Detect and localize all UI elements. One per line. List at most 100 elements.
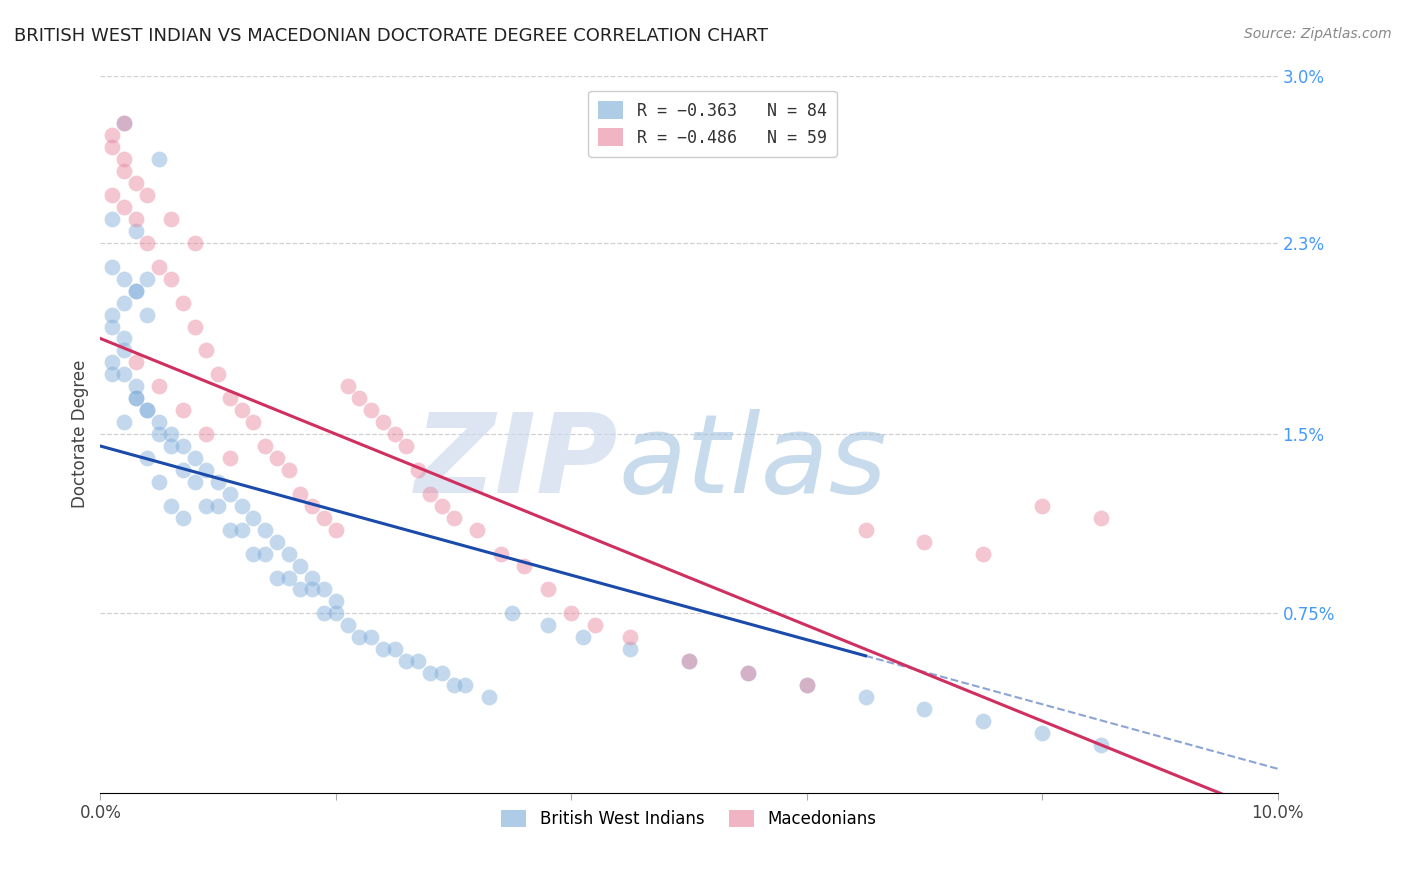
Point: [443, 678, 465, 692]
Point: [207, 368, 229, 382]
Point: [195, 499, 218, 513]
Point: [124, 211, 146, 226]
Point: [489, 547, 512, 561]
Point: [325, 594, 347, 608]
Point: [112, 116, 135, 130]
Point: [231, 499, 253, 513]
Point: [101, 128, 124, 143]
Point: [112, 152, 135, 166]
Point: [254, 523, 277, 537]
Point: [678, 654, 700, 668]
Point: [112, 116, 135, 130]
Point: [796, 678, 818, 692]
Point: [312, 607, 335, 621]
Point: [136, 235, 159, 250]
Point: [160, 271, 183, 285]
Point: [148, 152, 170, 166]
Point: [277, 547, 299, 561]
Point: [430, 666, 453, 681]
Point: [290, 487, 312, 501]
Point: [360, 403, 382, 417]
Point: [183, 475, 205, 489]
Point: [336, 618, 359, 632]
Point: [101, 368, 124, 382]
Point: [419, 666, 441, 681]
Point: [101, 319, 124, 334]
Point: [112, 271, 135, 285]
Point: [325, 523, 347, 537]
Point: [195, 343, 218, 358]
Point: [619, 630, 641, 644]
Point: [443, 510, 465, 524]
Point: [312, 510, 335, 524]
Point: [395, 439, 418, 453]
Point: [172, 439, 194, 453]
Point: [218, 391, 240, 405]
Point: [1031, 726, 1053, 740]
Point: [124, 224, 146, 238]
Point: [242, 510, 264, 524]
Point: [172, 510, 194, 524]
Point: [277, 463, 299, 477]
Point: [349, 391, 371, 405]
Point: [101, 355, 124, 369]
Point: [301, 570, 323, 584]
Point: [855, 523, 877, 537]
Point: [360, 630, 382, 644]
Point: [619, 642, 641, 657]
Point: [336, 379, 359, 393]
Point: [101, 260, 124, 274]
Point: [1090, 510, 1112, 524]
Text: Source: ZipAtlas.com: Source: ZipAtlas.com: [1244, 27, 1392, 41]
Point: [384, 642, 406, 657]
Point: [384, 427, 406, 442]
Point: [537, 582, 560, 597]
Point: [183, 450, 205, 465]
Point: [124, 379, 146, 393]
Point: [112, 164, 135, 178]
Point: [855, 690, 877, 704]
Point: [112, 200, 135, 214]
Point: [136, 450, 159, 465]
Y-axis label: Doctorate Degree: Doctorate Degree: [72, 359, 89, 508]
Point: [349, 630, 371, 644]
Point: [325, 607, 347, 621]
Text: atlas: atlas: [619, 409, 887, 516]
Point: [136, 188, 159, 202]
Point: [172, 463, 194, 477]
Legend: British West Indians, Macedonians: British West Indians, Macedonians: [495, 803, 883, 835]
Point: [242, 547, 264, 561]
Point: [266, 534, 288, 549]
Point: [737, 666, 759, 681]
Point: [1031, 499, 1053, 513]
Point: [124, 355, 146, 369]
Text: ZIP: ZIP: [415, 409, 619, 516]
Point: [136, 403, 159, 417]
Point: [231, 403, 253, 417]
Point: [148, 475, 170, 489]
Point: [183, 235, 205, 250]
Point: [560, 607, 582, 621]
Point: [277, 570, 299, 584]
Point: [1090, 738, 1112, 752]
Point: [112, 368, 135, 382]
Point: [124, 284, 146, 298]
Point: [172, 403, 194, 417]
Point: [160, 499, 183, 513]
Point: [136, 308, 159, 322]
Point: [301, 499, 323, 513]
Point: [218, 450, 240, 465]
Point: [124, 391, 146, 405]
Point: [737, 666, 759, 681]
Point: [371, 642, 394, 657]
Point: [231, 523, 253, 537]
Point: [195, 427, 218, 442]
Point: [572, 630, 595, 644]
Point: [912, 534, 935, 549]
Point: [371, 415, 394, 429]
Point: [124, 176, 146, 190]
Point: [160, 439, 183, 453]
Point: [148, 260, 170, 274]
Point: [148, 427, 170, 442]
Point: [148, 379, 170, 393]
